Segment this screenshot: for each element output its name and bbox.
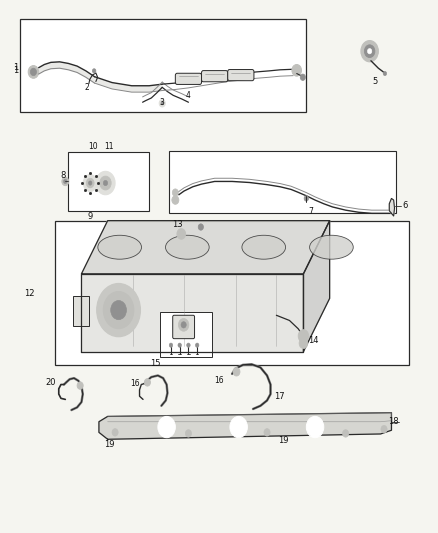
Bar — [160, 312, 212, 357]
Circle shape — [161, 102, 163, 105]
Circle shape — [304, 196, 308, 201]
Circle shape — [233, 368, 240, 376]
Circle shape — [145, 378, 150, 386]
Circle shape — [187, 343, 190, 348]
Circle shape — [169, 343, 173, 348]
Text: 18: 18 — [389, 417, 399, 426]
FancyBboxPatch shape — [201, 70, 228, 82]
Circle shape — [83, 174, 97, 191]
Text: 19: 19 — [279, 437, 289, 446]
Bar — [73, 296, 89, 326]
Circle shape — [77, 382, 83, 389]
Circle shape — [111, 301, 127, 320]
Circle shape — [172, 189, 178, 196]
Circle shape — [230, 416, 247, 438]
Ellipse shape — [242, 235, 286, 259]
Text: 15: 15 — [150, 359, 161, 368]
Circle shape — [292, 64, 301, 76]
Circle shape — [62, 177, 69, 185]
Text: 20: 20 — [46, 378, 56, 387]
Circle shape — [178, 318, 189, 331]
Text: 3: 3 — [159, 98, 164, 107]
Bar — [169, 151, 396, 213]
Text: 10: 10 — [88, 142, 98, 151]
Circle shape — [298, 329, 309, 342]
Circle shape — [198, 224, 204, 230]
Circle shape — [30, 68, 36, 76]
Bar — [55, 221, 409, 365]
Circle shape — [306, 416, 324, 438]
Circle shape — [264, 429, 270, 436]
Circle shape — [100, 176, 111, 190]
Polygon shape — [389, 198, 395, 216]
Polygon shape — [95, 77, 162, 92]
Circle shape — [195, 343, 199, 348]
Circle shape — [88, 181, 92, 185]
Text: 4: 4 — [186, 91, 191, 100]
Circle shape — [103, 180, 108, 185]
Circle shape — [96, 171, 115, 195]
Circle shape — [103, 292, 134, 329]
Circle shape — [112, 429, 118, 436]
Text: 14: 14 — [308, 336, 319, 345]
Circle shape — [381, 425, 387, 433]
FancyBboxPatch shape — [173, 316, 194, 338]
Circle shape — [367, 49, 372, 54]
Text: 9: 9 — [88, 212, 93, 221]
Circle shape — [300, 74, 305, 80]
Text: 17: 17 — [274, 392, 285, 401]
Text: 1: 1 — [13, 63, 18, 71]
Circle shape — [185, 430, 191, 437]
FancyBboxPatch shape — [175, 73, 201, 84]
Circle shape — [299, 338, 308, 349]
Circle shape — [97, 284, 141, 337]
Ellipse shape — [310, 235, 353, 259]
Circle shape — [177, 229, 186, 239]
Circle shape — [178, 343, 181, 348]
Circle shape — [364, 45, 375, 58]
Circle shape — [158, 416, 175, 438]
Ellipse shape — [166, 235, 209, 259]
Circle shape — [181, 321, 186, 328]
Circle shape — [28, 66, 39, 78]
Text: 13: 13 — [172, 220, 182, 229]
Polygon shape — [304, 221, 330, 352]
Circle shape — [172, 196, 179, 204]
Text: 1: 1 — [13, 67, 18, 75]
Bar — [68, 152, 149, 211]
Circle shape — [361, 41, 378, 62]
Text: 7: 7 — [308, 207, 313, 216]
Circle shape — [159, 100, 165, 107]
Text: 16: 16 — [131, 379, 140, 388]
Text: 8: 8 — [60, 171, 66, 180]
Polygon shape — [39, 62, 95, 83]
Ellipse shape — [98, 235, 141, 259]
Circle shape — [92, 69, 96, 73]
Text: 16: 16 — [214, 376, 224, 385]
Text: 2: 2 — [85, 83, 89, 92]
Circle shape — [86, 178, 94, 188]
Text: 12: 12 — [24, 288, 34, 297]
FancyBboxPatch shape — [228, 69, 254, 80]
Polygon shape — [81, 221, 330, 274]
Text: 5: 5 — [373, 77, 378, 86]
Text: 6: 6 — [403, 201, 408, 211]
Circle shape — [383, 71, 387, 76]
Bar — [20, 19, 306, 112]
Polygon shape — [81, 274, 304, 352]
Text: 11: 11 — [104, 142, 114, 151]
Circle shape — [343, 430, 349, 437]
Polygon shape — [99, 413, 392, 439]
Circle shape — [64, 179, 67, 183]
Text: 19: 19 — [104, 440, 114, 449]
